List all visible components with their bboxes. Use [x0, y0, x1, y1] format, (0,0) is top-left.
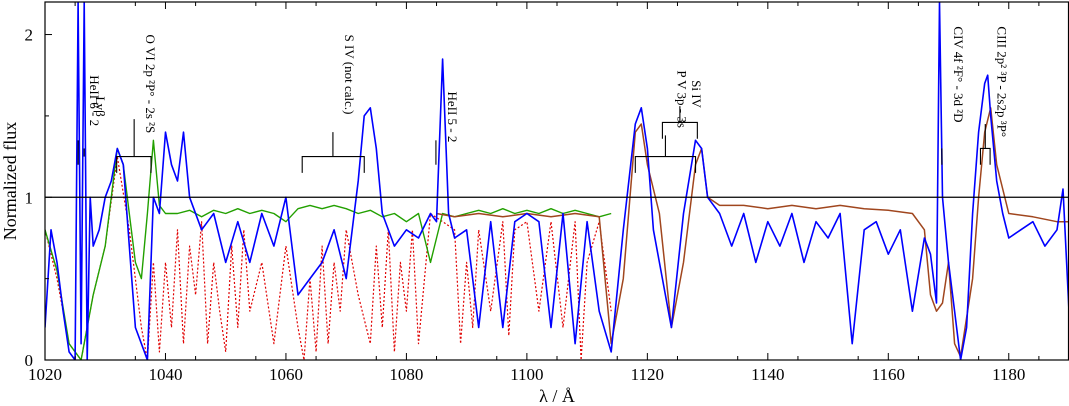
series-line-solid-brown	[436, 107, 1069, 358]
series-line-dotted-red	[45, 156, 612, 360]
x-tick-label: 1180	[992, 365, 1025, 384]
line-id-annotation: HeII 6 - 2	[77, 75, 102, 165]
line-id-annotation: Si IV	[661, 80, 704, 139]
plot-frame	[44, 1, 1069, 361]
series-line-solid-blue	[45, 2, 1069, 360]
annotation-bracket	[634, 135, 697, 173]
line-id-annotation: CIV 4f ²F° - 3d ²D	[941, 26, 966, 165]
annotation-bracket	[116, 119, 152, 173]
x-tick-label: 1040	[148, 365, 182, 384]
x-tick-label: 1120	[631, 365, 664, 384]
y-axis-title: Normalized flux	[0, 122, 20, 240]
annotation-bracket	[661, 106, 698, 139]
line-id-annotation: CIII 2p² ³P - 2s2p ³P°	[979, 26, 1009, 165]
annotation-label: P V 3p - 3s	[674, 70, 689, 128]
axes-layer: 1020 1040 1060 1080 1100 1120 1140 1160 1180 0 1 2	[25, 1, 1069, 384]
x-tick-label: 1100	[510, 365, 543, 384]
line-id-annotation: O VI 2p ²P° - 2s ²S	[116, 35, 158, 173]
x-tick-label: 1160	[872, 365, 905, 384]
annotation-label: CIII 2p² ³P - 2s2p ³P°	[994, 26, 1009, 137]
series-line-solid-green	[45, 139, 612, 360]
annotation-label: CIV 4f ²F° - 3d ²D	[951, 26, 966, 122]
x-tick-label: 1060	[269, 365, 303, 384]
annotation-label: Si IV	[689, 80, 704, 108]
line-id-annotation: S IV (not calc.)	[301, 35, 365, 173]
y-tick-label: 2	[25, 26, 34, 45]
annotation-bracket	[979, 124, 991, 165]
x-tick-label: 1080	[389, 365, 423, 384]
x-tick-label: 1140	[751, 365, 784, 384]
data-layer	[45, 2, 1069, 360]
line-id-annotation: P V 3p - 3s	[634, 70, 697, 173]
line-id-annotation: Lyβ	[83, 96, 108, 157]
annotation-label: O VI 2p ²P° - 2s ²S	[143, 35, 158, 134]
x-axis-title: λ / Å	[539, 386, 575, 406]
annotation-label: S IV (not calc.)	[342, 35, 357, 115]
annotation-label: Lyβ	[93, 96, 108, 117]
line-id-annotation: HeII 5 - 2	[435, 92, 460, 165]
annotation-bracket	[301, 132, 365, 173]
x-tick-label: 1020	[28, 365, 62, 384]
y-tick-label: 0	[25, 351, 34, 370]
annotation-label: HeII 6 - 2	[87, 75, 102, 126]
y-tick-label: 1	[25, 188, 34, 207]
annotation-label: HeII 5 - 2	[445, 92, 460, 143]
